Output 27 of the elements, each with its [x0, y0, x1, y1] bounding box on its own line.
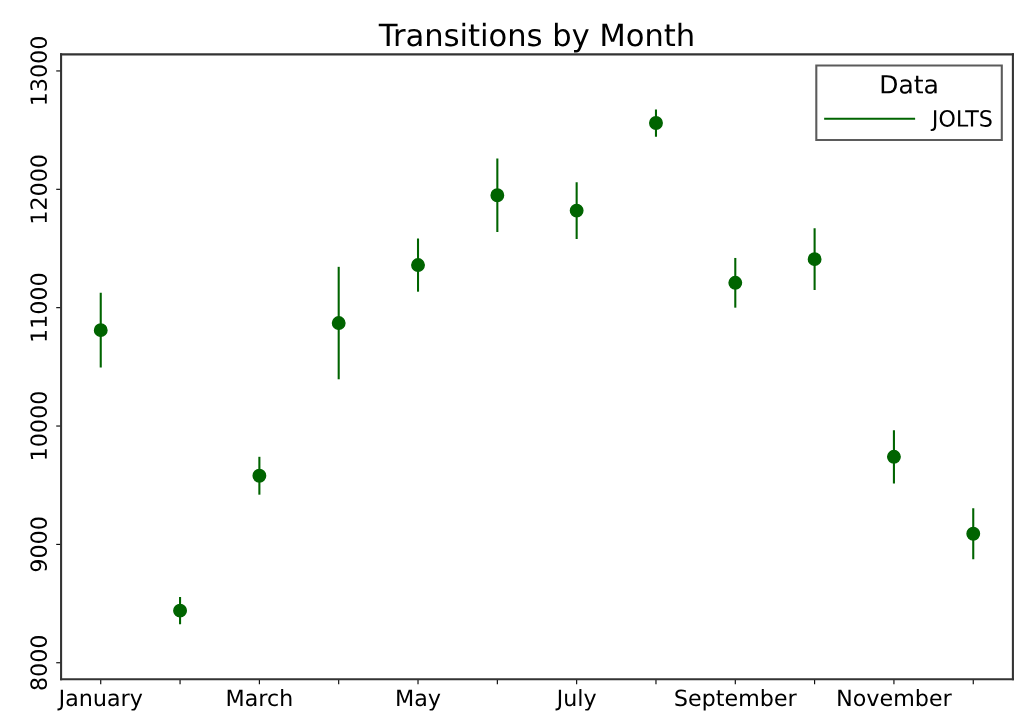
y-tick-label: 9000	[30, 517, 48, 572]
point	[886, 449, 901, 464]
point	[252, 468, 267, 483]
y-tick-label: 10000	[30, 392, 48, 459]
point	[966, 526, 981, 541]
point	[569, 203, 584, 218]
point	[173, 603, 188, 618]
x-tick-label: September	[675, 689, 797, 711]
y-tick-label: 12000	[30, 155, 48, 223]
point	[649, 116, 663, 130]
point	[490, 188, 505, 203]
y-tick-label: 8000	[30, 635, 48, 690]
point	[331, 316, 346, 331]
x-tick-label: March	[227, 689, 292, 707]
y-tick-label: 13000	[30, 37, 48, 104]
legend-title: Data	[881, 75, 937, 94]
legend-label: JOLTS	[930, 110, 992, 132]
point	[93, 323, 108, 338]
point	[728, 275, 743, 290]
x-tick-label: May	[397, 689, 441, 711]
chart-title: Transitions by Month	[378, 22, 693, 53]
x-tick-label: January	[57, 689, 143, 711]
point	[807, 252, 822, 267]
x-tick-label: July	[555, 689, 596, 711]
y-tick-label: 11000	[30, 273, 48, 341]
x-tick-label: November	[838, 689, 952, 707]
point	[411, 258, 425, 273]
